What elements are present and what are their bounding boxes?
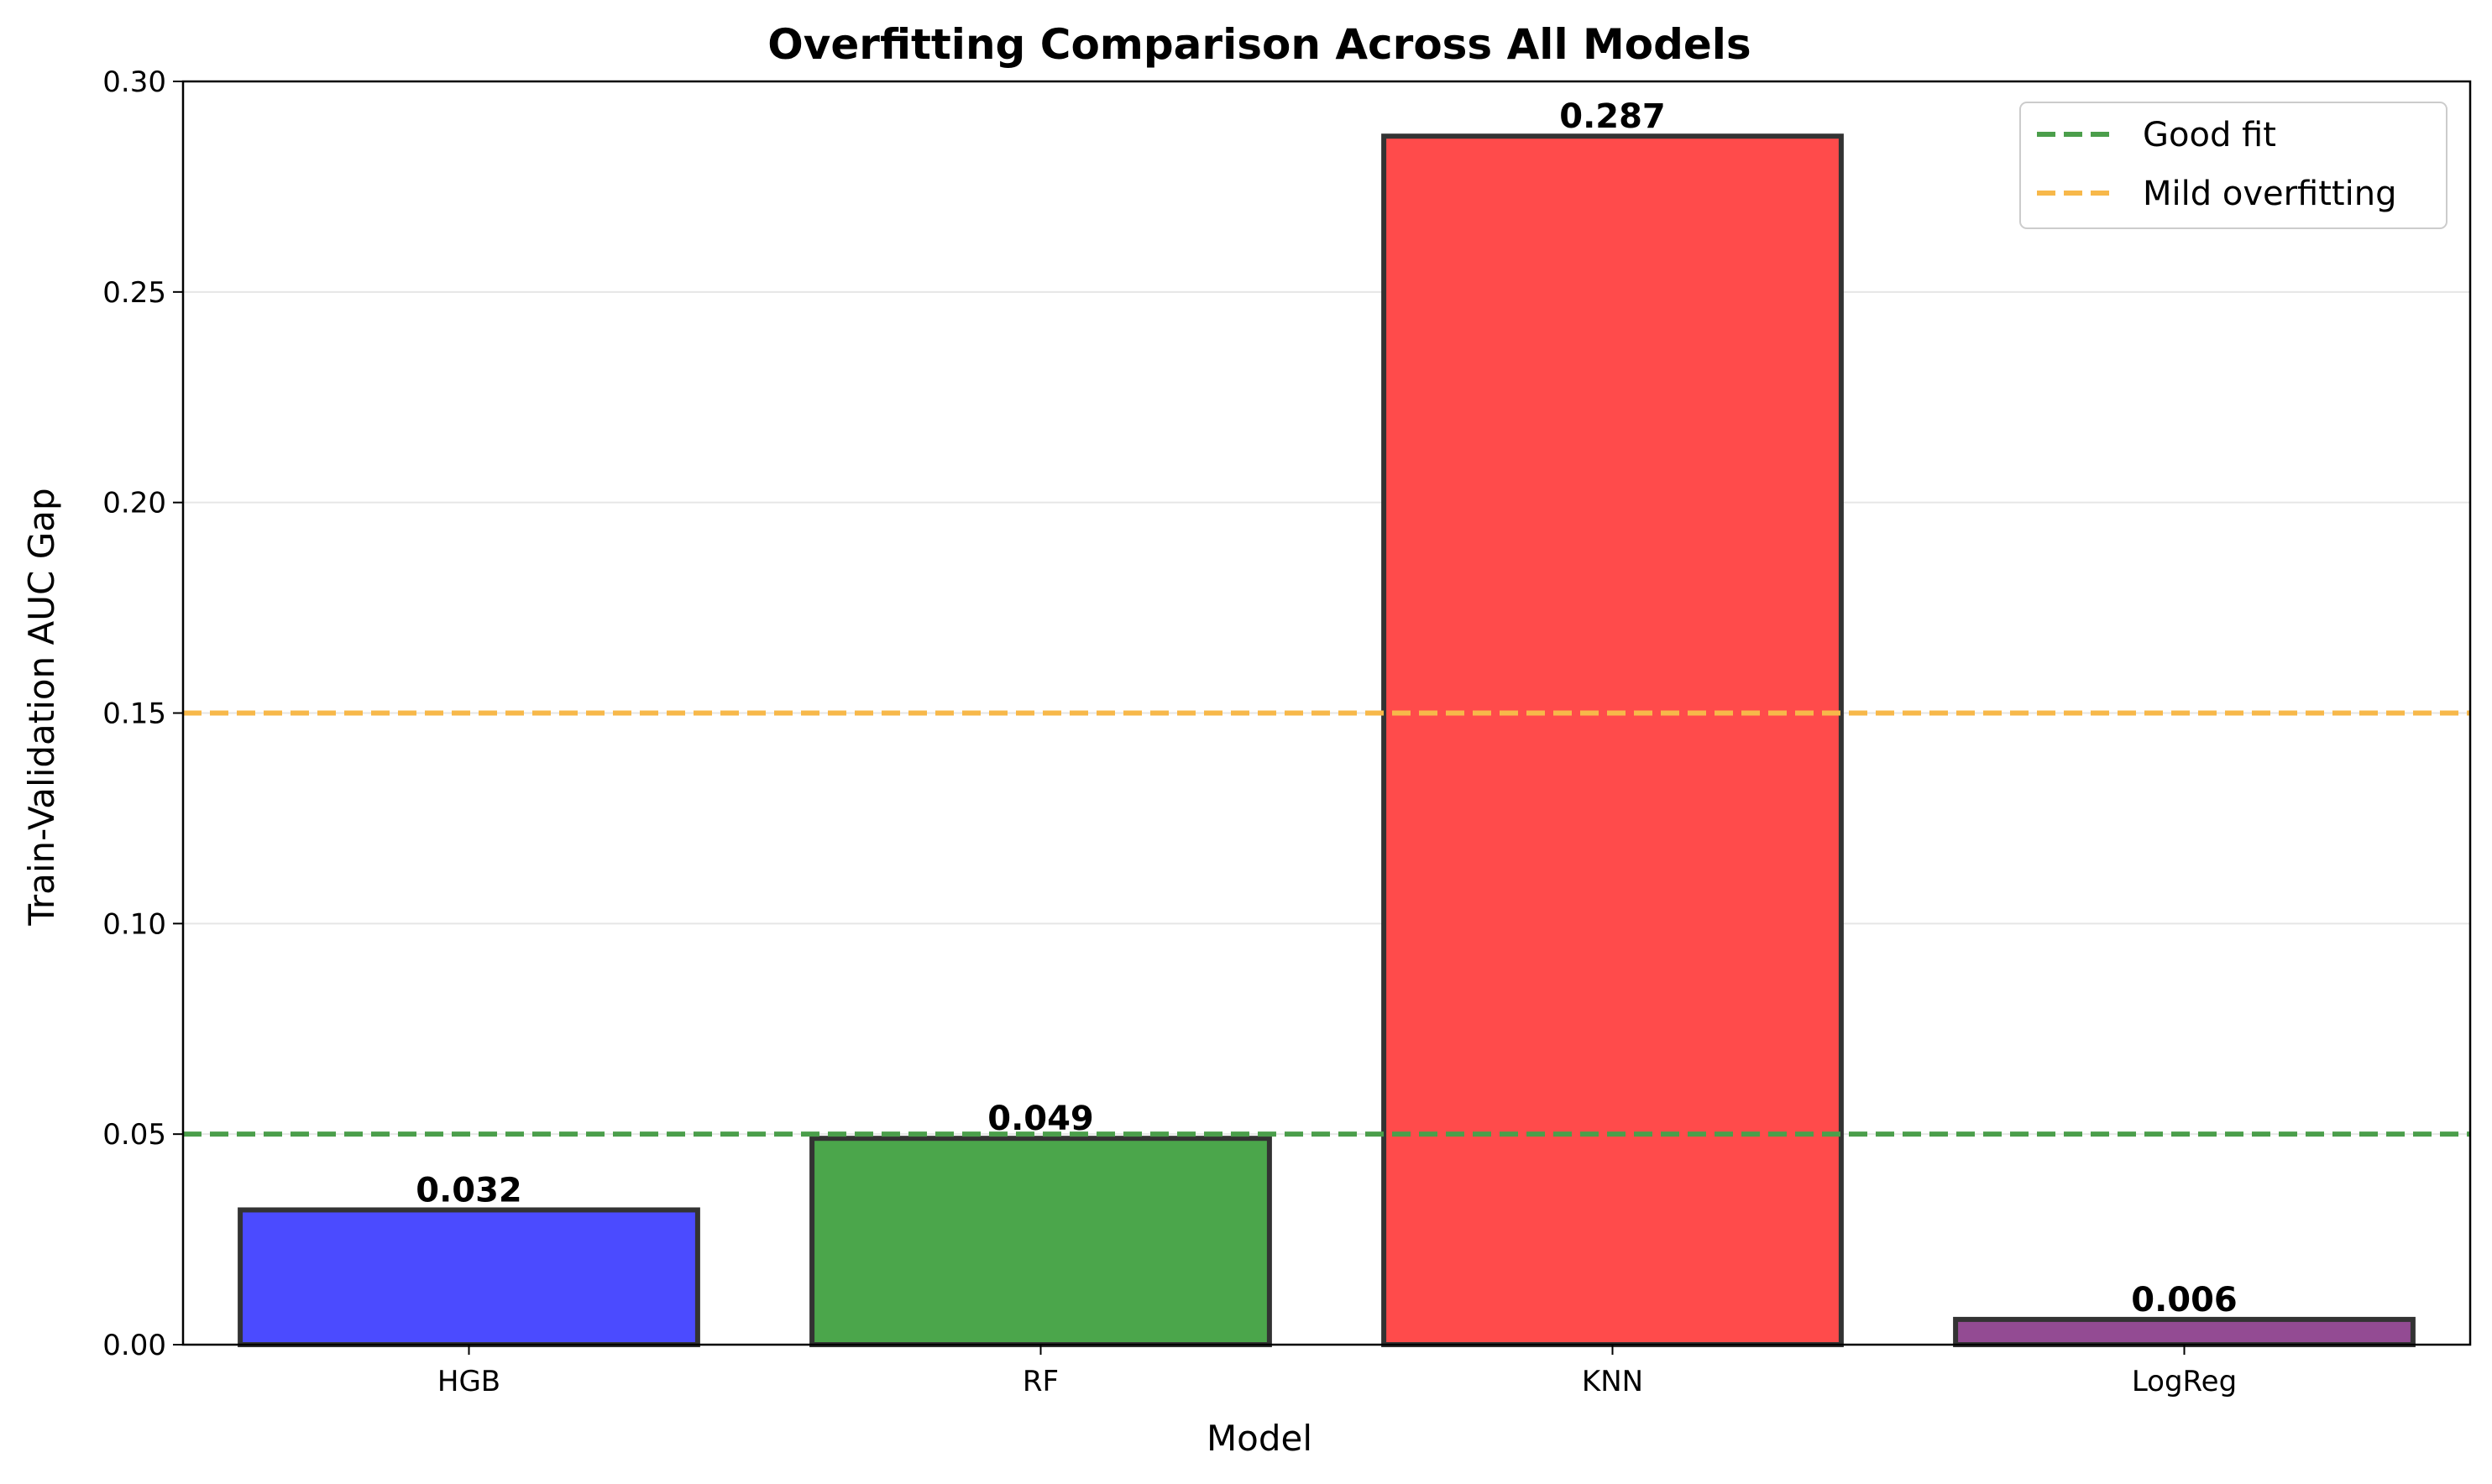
bar-knn — [1381, 133, 1844, 1347]
data-label-logreg: 0.006 — [2131, 1281, 2238, 1319]
x-tick-label: LogReg — [2132, 1365, 2237, 1398]
y-axis-ticks: 0.00 0.05 0.10 0.15 0.20 0.25 0.30 — [102, 65, 183, 1362]
data-label-knn: 0.287 — [1559, 97, 1666, 136]
data-label-rf: 0.049 — [987, 1100, 1094, 1138]
y-tick-label: 0.25 — [102, 276, 166, 310]
x-tick-label: KNN — [1582, 1365, 1643, 1398]
legend-box — [2019, 102, 2448, 229]
bar-rf — [809, 1136, 1272, 1348]
legend-label: Mild overfitting — [2143, 175, 2396, 213]
chart-title: Overfitting Comparison Across All Models — [767, 20, 1751, 69]
data-labels: 0.032 0.049 0.287 0.006 — [416, 97, 2238, 1319]
bar-logreg — [1953, 1316, 2416, 1348]
y-tick-label: 0.15 — [102, 698, 166, 731]
x-tick-label: RF — [1023, 1365, 1059, 1398]
y-tick-label: 0.05 — [102, 1118, 166, 1152]
bar-hgb — [238, 1207, 700, 1348]
data-label-hgb: 0.032 — [416, 1171, 522, 1210]
legend: Good fit Mild overfitting — [2019, 102, 2448, 229]
y-tick-label: 0.00 — [102, 1329, 166, 1362]
x-axis-label: Model — [1207, 1418, 1312, 1459]
y-axis-label: Train-Validation AUC Gap — [21, 488, 62, 926]
y-tick-label: 0.30 — [102, 65, 166, 99]
y-tick-label: 0.20 — [102, 487, 166, 520]
x-axis-ticks: HGB RF KNN LogReg — [437, 1345, 2237, 1398]
bars — [238, 133, 2416, 1348]
reference-lines — [183, 710, 2470, 1137]
legend-label: Good fit — [2143, 116, 2276, 154]
x-tick-label: HGB — [437, 1365, 500, 1398]
y-tick-label: 0.10 — [102, 907, 166, 941]
